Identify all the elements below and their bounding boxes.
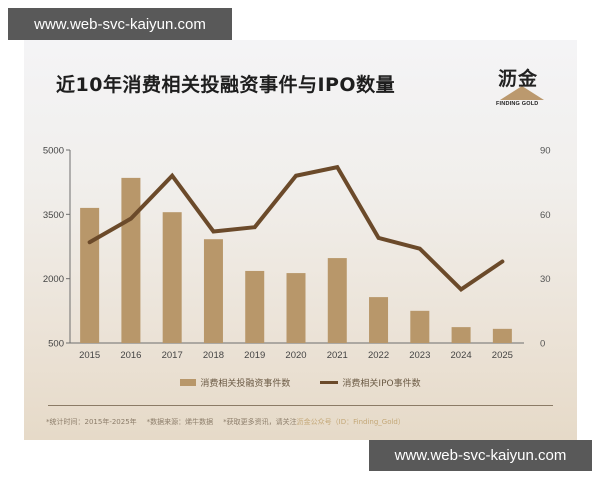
right-tick-label: 60 (540, 210, 551, 221)
ipo-line (87, 164, 505, 292)
bar-swatch-icon (180, 379, 197, 386)
chart-card: 近10年消费相关投融资事件与IPO数量 沥金 FINDING GOLD 5000… (24, 40, 577, 440)
chart-title: 近10年消费相关投融资事件与IPO数量 (56, 74, 396, 96)
watermark-top: www.web-svc-kaiyun.com (8, 8, 232, 40)
x-tick-label: 2016 (120, 350, 141, 361)
watermark-bottom: www.web-svc-kaiyun.com (369, 440, 592, 471)
logo-text-en: FINDING GOLD (496, 101, 539, 107)
x-tick-label: 2015 (79, 350, 100, 361)
bar-2016 (121, 177, 141, 343)
bar-2019 (245, 270, 265, 343)
legend: 消费相关投融资事件数 消费相关IPO事件数 (24, 376, 577, 389)
combo-chart: 5000 3500 2000 500 90 60 30 0 2015 2016 2017 2018 20… (43, 146, 551, 362)
x-tick-label: 2024 (451, 350, 472, 361)
bar-2015 (80, 207, 100, 343)
bar-2022 (369, 297, 389, 343)
x-tick-label: 2023 (409, 350, 430, 361)
left-tick-label: 500 (48, 339, 64, 350)
x-tick-label: 2018 (203, 350, 224, 361)
right-tick-label: 30 (540, 274, 551, 285)
logo-text-cn: 沥金 (498, 68, 539, 90)
x-tick-label: 2019 (244, 350, 265, 361)
x-tick-label: 2020 (285, 350, 306, 361)
right-tick-label: 0 (540, 339, 545, 350)
x-tick-label: 2022 (368, 350, 389, 361)
legend-item-bar: 消费相关投融资事件数 (180, 376, 290, 389)
line-series (87, 164, 505, 292)
mountain-icon (500, 86, 544, 100)
bar-2018 (203, 239, 223, 343)
legend-label-bar: 消费相关投融资事件数 (200, 379, 291, 389)
left-tick-label: 2000 (43, 274, 64, 285)
footnote-account: 沥金公众号（ID：Finding_Gold） (296, 418, 405, 426)
axis-labels: 5000 3500 2000 500 90 60 30 0 2015 2016 2017 2018 20… (43, 146, 551, 362)
bar-2025 (492, 328, 512, 343)
x-tick-label: 2021 (327, 350, 348, 361)
footnote-divider (48, 405, 553, 406)
right-tick-label: 90 (540, 146, 551, 157)
footnote-more-prefix: *获取更多资讯，请关注 (223, 418, 297, 426)
bar-2021 (327, 258, 347, 343)
bar-2020 (286, 273, 306, 343)
line-swatch-icon (320, 381, 339, 384)
x-tick-label: 2025 (492, 350, 513, 361)
legend-item-line: 消费相关IPO事件数 (320, 376, 421, 389)
bar-2024 (451, 327, 471, 343)
legend-label-line: 消费相关IPO事件数 (342, 379, 421, 389)
footnote-period: *统计时间：2015年-2025年 (46, 418, 137, 426)
bar-2023 (410, 310, 430, 343)
brand-logo: 沥金 FINDING GOLD (494, 60, 550, 110)
footnote-more: *获取更多资讯，请关注沥金公众号（ID：Finding_Gold） (223, 417, 405, 427)
x-tick-label: 2017 (162, 350, 183, 361)
left-tick-label: 5000 (43, 146, 64, 157)
left-tick-label: 3500 (43, 210, 64, 221)
footnote: *统计时间：2015年-2025年 *数据来源：烯牛数据 *获取更多资讯，请关注… (46, 417, 405, 427)
footnote-source: *数据来源：烯牛数据 (146, 418, 214, 426)
bar-2017 (162, 212, 182, 343)
